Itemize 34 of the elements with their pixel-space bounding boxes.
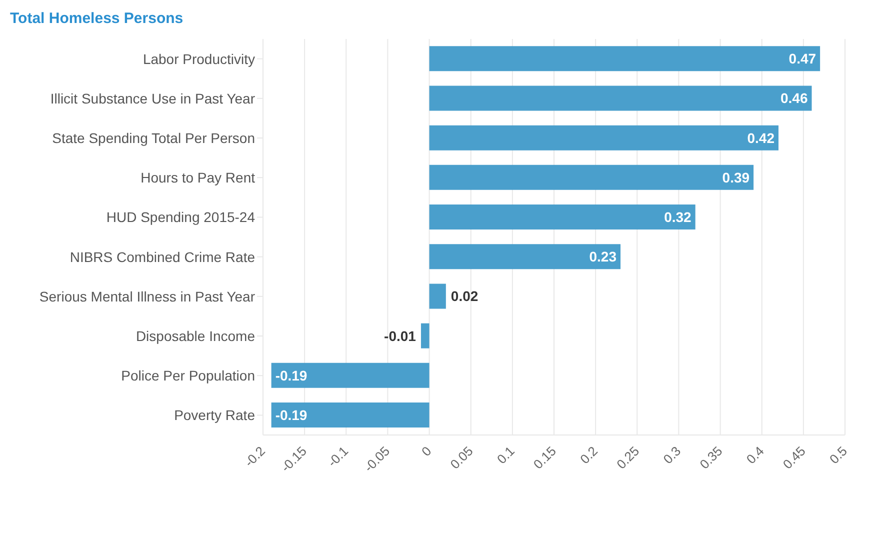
- data-label: -0.19: [275, 407, 308, 424]
- y-tick-label: Poverty Rate: [174, 407, 256, 424]
- x-tick-label: 0.45: [780, 443, 808, 472]
- x-tick-label: 0.3: [660, 443, 684, 467]
- y-tick-label: Police Per Population: [121, 368, 255, 384]
- y-tick-label: NIBRS Combined Crime Rate: [70, 248, 256, 265]
- x-tick-label: 0.25: [614, 443, 642, 472]
- data-label: -0.19: [275, 367, 308, 384]
- data-label: 0.32: [664, 209, 692, 226]
- x-tick-label: 0.4: [743, 443, 767, 467]
- x-tick-label: 0: [418, 443, 434, 460]
- y-tick-label: Serious Mental Illness in Past Year: [39, 288, 256, 304]
- data-label: 0.02: [450, 288, 478, 304]
- y-tick-label: Labor Productivity: [142, 50, 255, 67]
- x-tick-label: 0.5: [826, 443, 850, 467]
- y-tick-label: Disposable Income: [136, 328, 256, 344]
- y-tick-label: Illicit Substance Use in Past Year: [50, 90, 256, 106]
- y-tick-label: HUD Spending 2015-24: [106, 209, 256, 226]
- data-label: 0.39: [722, 169, 750, 186]
- data-label: 0.47: [788, 50, 816, 67]
- y-tick-label: State Spending Total Per Person: [52, 130, 255, 146]
- data-label: 0.46: [780, 90, 808, 106]
- x-tick-label: -0.1: [324, 443, 352, 470]
- x-tick-label: -0.2: [242, 443, 268, 470]
- data-label: -0.01: [384, 328, 416, 344]
- x-tick-label: 0.1: [494, 443, 518, 467]
- text: Total Homeless Persons: [9, 9, 184, 29]
- x-tick-label: 0.15: [530, 443, 559, 472]
- data-label: 0.23: [589, 248, 617, 265]
- x-tick-label: 0.05: [447, 443, 476, 472]
- data-label: 0.42: [747, 130, 775, 146]
- y-tick-label: Hours to Pay Rent: [140, 170, 256, 186]
- x-tick-label: 0.2: [577, 443, 601, 467]
- x-tick-label: 0.35: [696, 443, 726, 472]
